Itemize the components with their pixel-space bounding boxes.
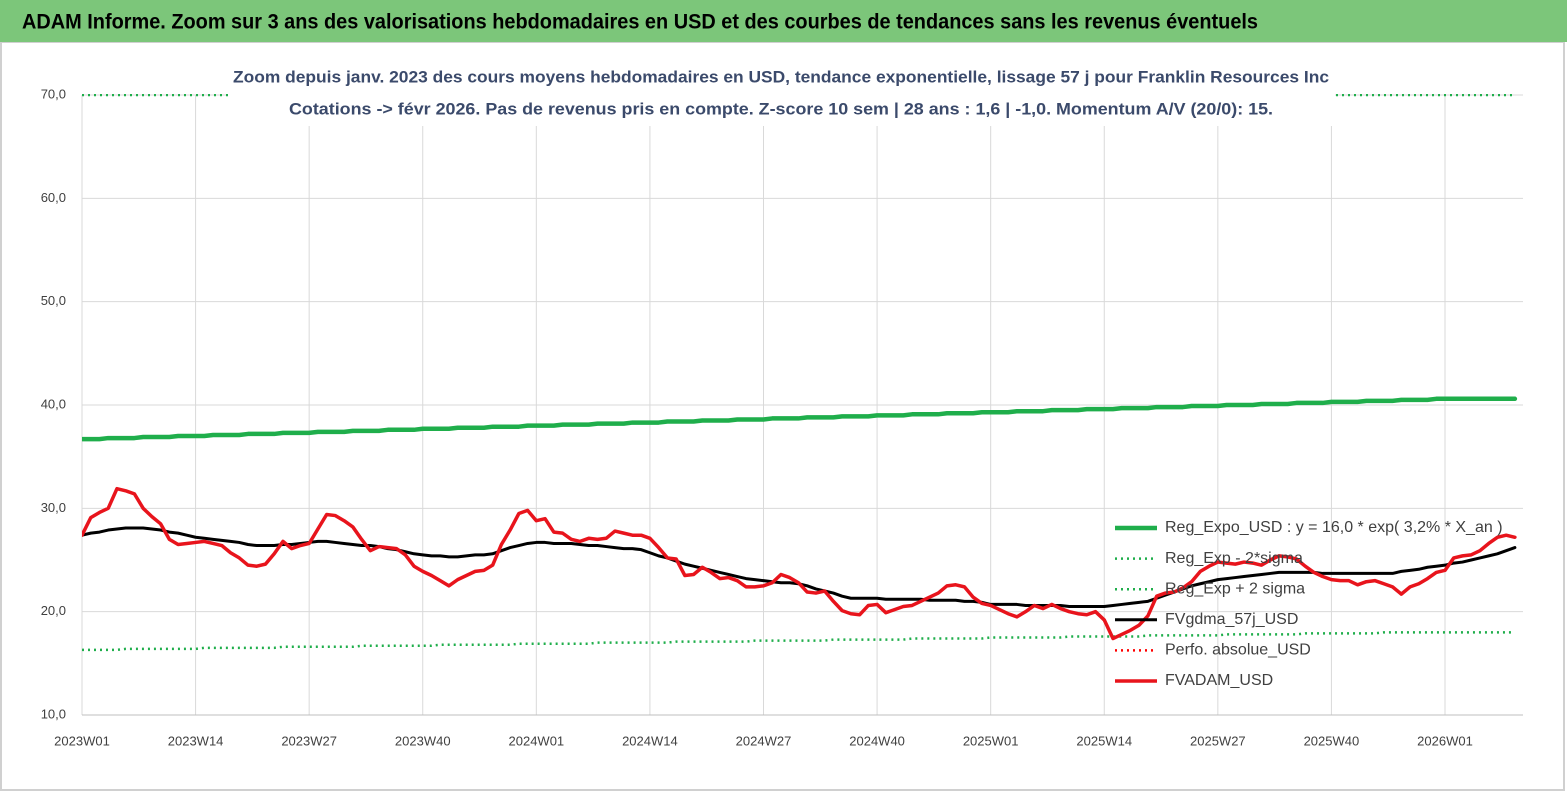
series-line	[82, 486, 1517, 641]
x-tick-label: 2025W27	[1190, 733, 1246, 748]
legend-label: Reg_Exp - 2*sigma	[1165, 550, 1303, 567]
header-title: ADAM Informe. Zoom sur 3 ans des valoris…	[22, 11, 1258, 34]
x-tick-label: 2024W14	[622, 733, 678, 748]
header-bar	[0, 0, 1567, 42]
y-tick-label: 10,0	[41, 706, 66, 721]
x-tick-label: 2024W40	[849, 733, 905, 748]
x-tick-label: 2023W01	[54, 733, 110, 748]
x-tick-label: 2025W01	[963, 733, 1019, 748]
series-line	[82, 396, 1518, 442]
y-tick-label: 20,0	[41, 603, 66, 618]
legend-label: Reg_Exp + 2 sigma	[1165, 580, 1305, 597]
legend: Reg_Expo_USD : y = 16,0 * exp( 3,2% * X_…	[1115, 519, 1503, 689]
x-tick-label: 2025W40	[1304, 733, 1360, 748]
subtitle-box	[228, 60, 1335, 126]
legend-label: Reg_Expo_USD : y = 16,0 * exp( 3,2% * X_…	[1165, 519, 1503, 536]
legend-label: Perfo. absolue_USD	[1165, 642, 1311, 659]
x-tick-label: 2024W27	[736, 733, 792, 748]
x-tick-label: 2024W01	[509, 733, 565, 748]
x-tick-label: 2023W27	[281, 733, 337, 748]
x-tick-label: 2023W40	[395, 733, 451, 748]
y-tick-label: 40,0	[41, 396, 66, 411]
subtitle-line: Zoom depuis janv. 2023 des cours moyens …	[233, 67, 1329, 86]
y-tick-label: 70,0	[41, 86, 66, 101]
subtitle-line: Cotations -> févr 2026. Pas de revenus p…	[289, 99, 1273, 118]
series-line	[82, 631, 1515, 652]
x-tick-label: 2023W14	[168, 733, 224, 748]
legend-label: FVgdma_57j_USD	[1165, 611, 1298, 628]
x-tick-label: 2026W01	[1417, 733, 1473, 748]
y-tick-label: 50,0	[41, 293, 66, 308]
y-tick-label: 60,0	[41, 190, 66, 205]
x-tick-label: 2025W14	[1076, 733, 1132, 748]
y-tick-label: 30,0	[41, 500, 66, 515]
legend-label: FVADAM_USD	[1165, 672, 1273, 689]
